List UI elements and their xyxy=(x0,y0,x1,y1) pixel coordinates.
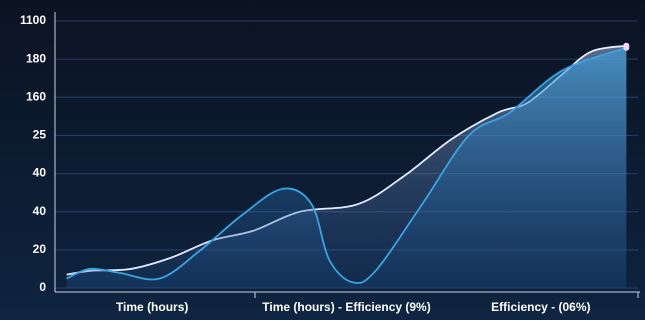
x-tick-label: Time (hours) xyxy=(116,300,188,314)
area xyxy=(66,47,627,289)
y-tick-label: 20 xyxy=(33,242,47,256)
y-tick-label: 0 xyxy=(39,280,46,294)
y-tick-label: 1100 xyxy=(20,13,46,27)
line xyxy=(66,46,627,285)
y-tick-label: 180 xyxy=(26,51,46,65)
end-marker xyxy=(623,44,630,51)
y-tick-label: 40 xyxy=(33,204,47,218)
y-tick-label: 40 xyxy=(33,166,47,180)
x-tick-label: Time (hours) - Efficiency (9%) xyxy=(262,300,430,314)
y-tick-label: 160 xyxy=(26,89,46,103)
x-tick-label: Efficiency - (06%) xyxy=(491,300,590,314)
y-tick-label: 25 xyxy=(33,128,47,142)
